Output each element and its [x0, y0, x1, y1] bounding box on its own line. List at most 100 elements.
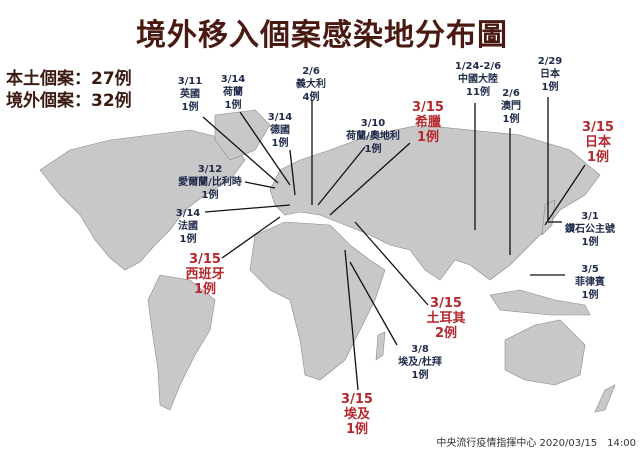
case-label-place: 愛爾蘭/比利時 — [178, 177, 242, 188]
new-zealand — [594, 384, 616, 413]
africa — [249, 221, 386, 381]
case-label-jp1: 2/29 日本 1例 — [538, 55, 563, 94]
case-label-count: 1例 — [181, 102, 199, 113]
case-label-place: 日本 — [584, 135, 612, 150]
case-label-date: 2/29 — [537, 56, 563, 67]
case-label-egae: 3/8 埃及/杜拜 1例 — [398, 343, 442, 382]
local-case-count: 本土個案：27例 — [6, 69, 132, 89]
case-label-cn: 1/24-2/6 中國大陸 11例 — [455, 60, 501, 99]
leader-line-iebe — [244, 181, 276, 189]
australia — [504, 319, 586, 386]
leader-line-jp2 — [544, 164, 586, 226]
case-label-place: 西班牙 — [185, 267, 225, 282]
case-label-count: 1例 — [345, 422, 369, 437]
case-label-date: 2/6 — [302, 66, 320, 77]
case-label-date: 3/8 — [411, 344, 429, 355]
case-label-count: 1例 — [581, 290, 599, 301]
case-label-date: 3/15 — [582, 120, 614, 135]
case-label-date: 2/6 — [502, 88, 520, 99]
leader-line-uk — [202, 116, 279, 184]
case-label-count: 1例 — [179, 234, 197, 245]
source-footer: 中央流行疫情指揮中心 2020/03/15 14:00 — [436, 438, 636, 449]
case-label-place: 荷蘭 — [223, 87, 243, 98]
greenland — [214, 109, 271, 161]
leader-line-gr — [329, 142, 411, 216]
case-label-place: 土耳其 — [426, 311, 466, 326]
case-label-place: 鑽石公主號 — [565, 224, 615, 235]
case-label-place: 德國 — [270, 125, 290, 136]
case-label-date: 3/15 — [430, 296, 462, 311]
madagascar — [375, 331, 386, 361]
case-label-de: 3/14 德國 1例 — [268, 111, 293, 150]
case-label-place: 澳門 — [501, 101, 521, 112]
case-label-count: 1例 — [541, 82, 559, 93]
case-label-it: 2/6 義大利 4例 — [296, 65, 326, 104]
case-label-dp: 3/1 鑽石公主號 1例 — [565, 210, 615, 249]
imported-case-count: 境外個案：32例 — [6, 91, 132, 111]
case-label-date: 3/14 — [175, 208, 201, 219]
case-label-date: 3/15 — [189, 252, 221, 267]
case-label-ph: 3/5 菲律賓 1例 — [575, 263, 605, 302]
case-label-count: 1例 — [193, 282, 217, 297]
case-label-place: 埃及 — [343, 407, 371, 422]
case-label-count: 1例 — [364, 144, 382, 155]
case-label-tr: 3/15 土耳其 2例 — [426, 296, 465, 341]
southeast-asia-islands — [489, 289, 591, 316]
leader-line-nlat — [317, 146, 366, 206]
case-label-place: 菲律賓 — [575, 277, 605, 288]
south-america — [147, 274, 216, 411]
case-label-count: 1例 — [271, 138, 289, 149]
case-label-count: 1例 — [411, 370, 429, 381]
case-label-date: 3/14 — [267, 112, 293, 123]
case-label-place: 義大利 — [296, 79, 326, 90]
case-label-count: 1例 — [586, 150, 610, 165]
case-label-place: 法國 — [178, 221, 198, 232]
case-label-count: 4例 — [302, 92, 320, 103]
case-label-place: 英國 — [180, 89, 200, 100]
case-label-date: 3/1 — [581, 211, 599, 222]
case-label-place: 埃及/杜拜 — [398, 357, 442, 368]
leader-line-es — [221, 216, 281, 259]
case-label-count: 1例 — [502, 114, 520, 125]
case-label-date: 3/14 — [220, 74, 246, 85]
case-label-nl: 3/14 荷蘭 1例 — [221, 73, 246, 112]
leader-line-fr — [204, 204, 291, 213]
case-label-date: 3/11 — [177, 76, 203, 87]
case-label-place: 荷蘭/奧地利 — [346, 131, 400, 142]
case-label-jp2: 3/15 日本 1例 — [582, 120, 614, 165]
leader-line-de — [289, 149, 296, 196]
case-label-date: 3/15 — [341, 392, 373, 407]
leader-line-tr — [354, 221, 429, 306]
case-label-count: 11例 — [466, 87, 490, 98]
case-label-date: 3/5 — [581, 264, 599, 275]
case-label-gr: 3/15 希臘 1例 — [412, 100, 444, 145]
case-label-count: 1例 — [224, 100, 242, 111]
leader-line-nl — [239, 111, 291, 186]
case-label-mo: 2/6 澳門 1例 — [501, 87, 521, 126]
case-label-nlat: 3/10 荷蘭/奧地利 1例 — [346, 117, 400, 156]
leader-lines — [202, 97, 586, 391]
case-label-count: 1例 — [416, 130, 440, 145]
case-label-place: 希臘 — [414, 115, 442, 130]
case-label-fr: 3/14 法國 1例 — [176, 207, 201, 246]
case-label-place: 中國大陸 — [458, 74, 498, 85]
case-label-count: 2例 — [434, 326, 458, 341]
north-america — [39, 129, 246, 271]
case-label-date: 1/24-2/6 — [454, 61, 502, 72]
case-label-uk: 3/11 英國 1例 — [178, 75, 203, 114]
page-title: 境外移入個案感染地分布圖 — [136, 18, 508, 53]
leader-line-eg — [344, 249, 359, 391]
leader-line-egae — [349, 261, 398, 346]
case-label-es: 3/15 西班牙 1例 — [185, 252, 224, 297]
case-label-place: 日本 — [540, 69, 560, 80]
case-label-eg: 3/15 埃及 1例 — [341, 392, 373, 437]
case-label-date: 3/12 — [197, 164, 223, 175]
eurasia — [269, 124, 601, 281]
case-label-date: 3/15 — [412, 100, 444, 115]
case-label-iebe: 3/12 愛爾蘭/比利時 1例 — [178, 163, 242, 202]
case-label-date: 3/10 — [360, 118, 386, 129]
case-label-count: 1例 — [581, 237, 599, 248]
case-label-count: 1例 — [201, 190, 219, 201]
